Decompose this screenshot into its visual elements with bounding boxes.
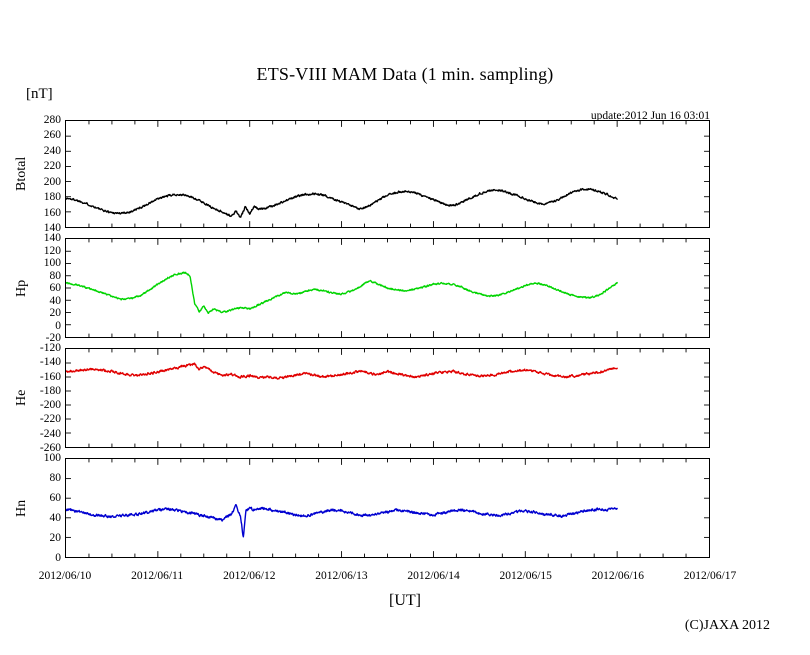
x-tick-label: 2012/06/15: [499, 570, 552, 582]
plot-panel-hp: [65, 238, 710, 338]
y-tick-label: -160: [39, 370, 61, 383]
x-tick-marks-hp: [88, 239, 687, 337]
y-tick-marks-he: [66, 362, 709, 434]
copyright-notice: (C)JAXA 2012: [684, 618, 770, 633]
y-tick-label: 80: [49, 472, 62, 484]
data-trace-hp: [66, 271, 618, 314]
y-tick-label: -260: [39, 442, 61, 454]
unit-label: [nT]: [26, 86, 53, 102]
y-tick-label: 180: [43, 191, 61, 204]
x-tick-label: 2012/06/12: [223, 570, 276, 582]
y-tick-label: -200: [39, 399, 61, 412]
y-tick-label: 120: [43, 244, 61, 257]
y-tick-label: 260: [43, 129, 61, 142]
y-tick-label: -140: [39, 356, 61, 369]
y-tick-label: 60: [49, 492, 62, 504]
update-timestamp: update:2012 Jun 16 03:01: [590, 110, 710, 122]
y-tick-label: 0: [55, 552, 61, 564]
trace-canvas-hp: [66, 239, 709, 337]
y-tick-label: 240: [43, 144, 61, 157]
y-tick-labels-btotal: 140 160 180 200 220 240 260 280: [0, 114, 65, 234]
y-tick-label: -180: [39, 384, 61, 397]
y-tick-marks-hp: [66, 250, 709, 326]
x-tick-label: 2012/06/11: [131, 570, 184, 582]
plot-panel-btotal: [65, 120, 710, 228]
y-tick-label: 80: [49, 269, 62, 282]
x-tick-label: 2012/06/14: [407, 570, 460, 582]
y-tick-label: 0: [55, 319, 61, 332]
y-tick-label: 100: [43, 452, 61, 464]
y-tick-label: -240: [39, 427, 61, 440]
y-tick-label: -20: [45, 332, 61, 344]
y-tick-labels-hn: 0 20 40 60 80 100: [0, 452, 65, 564]
y-tick-label: 20: [49, 307, 62, 319]
data-trace-he: [66, 362, 618, 380]
y-tick-label: -220: [39, 413, 61, 426]
plot-panel-he: [65, 348, 710, 448]
trace-canvas-he: [66, 349, 709, 447]
y-tick-label: 220: [43, 160, 61, 173]
x-tick-marks-he: [88, 349, 687, 447]
x-tick-marks-btotal: [88, 121, 687, 227]
x-tick-label: 2012/06/17: [683, 570, 737, 582]
y-tick-label: 40: [49, 294, 62, 307]
y-tick-label: 40: [49, 512, 62, 524]
data-trace-hn: [66, 504, 618, 538]
y-tick-label: -120: [39, 342, 61, 354]
x-tick-label: 2012/06/16: [591, 570, 645, 582]
y-tick-marks-btotal: [66, 135, 709, 213]
y-tick-label: 100: [43, 257, 61, 269]
page-title: ETS-VIII MAM Data (1 min. sampling): [256, 64, 554, 84]
y-tick-marks-hn: [66, 478, 709, 538]
plot-panel-hn: [65, 458, 710, 558]
y-tick-label: 140: [43, 222, 61, 234]
x-tick-marks-hn: [88, 459, 687, 557]
y-tick-label: 60: [49, 282, 62, 294]
x-axis-label: [UT]: [389, 592, 421, 609]
y-tick-label: 140: [43, 232, 61, 244]
y-tick-label: 20: [49, 532, 62, 544]
y-tick-label: 160: [43, 206, 61, 219]
x-tick-label: 2012/06/10: [38, 570, 92, 582]
x-tick-label: 2012/06/13: [315, 570, 368, 582]
y-tick-label: 200: [43, 175, 61, 188]
y-tick-labels-hp: -20 0 20 40 60 80 100 120 140: [0, 232, 65, 344]
y-tick-labels-he: -260 -240 -220 -200 -180 -160 -140 -120: [0, 342, 65, 454]
trace-canvas-hn: [66, 459, 709, 557]
trace-canvas-btotal: [66, 121, 709, 227]
data-trace-btotal: [66, 187, 618, 218]
y-tick-label: 280: [43, 114, 61, 126]
